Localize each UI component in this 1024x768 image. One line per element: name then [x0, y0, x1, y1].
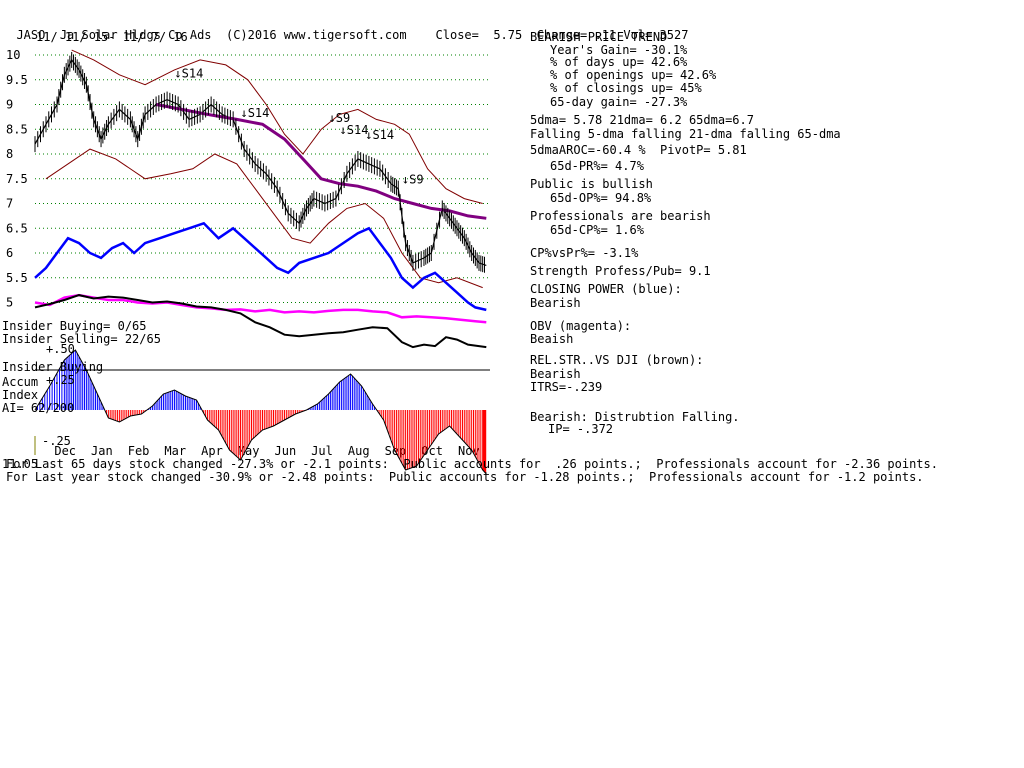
accum-plus-25: +.25: [46, 373, 75, 387]
chart-series: [34, 49, 487, 349]
accum-plus-50: +.50: [46, 342, 75, 356]
y-tick-9.5: 9.5: [6, 73, 28, 87]
obv-state: Beaish: [530, 332, 574, 346]
ip-value: IP= -.372: [548, 422, 614, 436]
relstr-state: Bearish: [530, 367, 581, 381]
x-tick-oct: Oct: [421, 444, 443, 458]
professionals-status: Professionals are bearish: [530, 209, 711, 223]
insider-selling-count: Insider Selling= 22/65: [2, 332, 161, 346]
relstr-label: REL.STR..VS DJI (brown):: [530, 353, 704, 367]
signal-label-3: ↓S9: [329, 111, 351, 125]
footer-year: For Last year stock changed -30.9% or -2…: [6, 470, 924, 484]
y-tick-8.5: 8.5: [6, 122, 28, 136]
copyright: (C)2016 www.tigersoft.com: [225, 28, 407, 42]
closing-power-state: Bearish: [530, 296, 581, 310]
volume-value: Vol= 3527: [623, 28, 689, 42]
ai-value: AI= 62/200: [2, 401, 75, 415]
x-tick-dec: Dec: [54, 444, 76, 458]
year-gain: Year's Gain= -30.1%: [550, 43, 688, 57]
ticker: JASO: [16, 28, 46, 42]
y-tick-6.5: 6.5: [6, 221, 28, 235]
signal-arrows: ↓S14↓S14 ↓S9↓S14↓S14↓S9: [174, 66, 423, 186]
days-up: % of days up= 42.6%: [550, 55, 688, 69]
x-tick-jun: Jun: [275, 444, 297, 458]
cp-percent: 65d-CP%= 1.6%: [550, 223, 644, 237]
y-tick-labels: 10 9.5 9 8.5 8 7.5 7 6.5 6 5.5 5: [6, 48, 28, 310]
y-tick-6: 6: [6, 246, 13, 260]
x-tick-feb: Feb: [128, 444, 150, 458]
accumulation-histogram: [34, 349, 487, 475]
insider-buying-count: Insider Buying= 0/65: [2, 319, 147, 333]
series-obv: [34, 293, 487, 324]
signal-label-5: ↓S14: [365, 128, 394, 142]
y-tick-9: 9: [6, 98, 13, 112]
index-label: Index: [2, 388, 39, 402]
series-upper-band: [71, 49, 483, 204]
y-tick-7.5: 7.5: [6, 172, 28, 186]
x-tick-apr: Apr: [201, 444, 223, 458]
date-range: 11/ 11/ 15- 11/ 7/ 16: [36, 30, 188, 44]
series-closing-power: [34, 221, 487, 312]
public-status: Public is bullish: [530, 177, 653, 191]
change-value: Change= .11: [536, 28, 617, 42]
series-lower-band: [45, 148, 483, 289]
x-tick-labels: Dec Jan Feb Mar Apr May Jun Jul Aug Sep Oct Nov: [54, 444, 479, 458]
chart-header: JASO Ja Solar Hldgs Co Ads (C)2016 www.t…: [2, 16, 688, 42]
insider-buying-label: Insider Buying: [2, 360, 104, 374]
footer-overlay: 11.05: [2, 457, 39, 471]
y-tick-5.5: 5.5: [6, 271, 28, 285]
gain-65-day: 65-day gain= -27.3%: [550, 95, 688, 109]
x-tick-jul: Jul: [311, 444, 333, 458]
pr-percent: 65d-PR%= 4.7%: [550, 159, 644, 173]
y-tick-7: 7: [6, 197, 13, 211]
series-65dma: [155, 103, 487, 220]
aroc-pivot: 5dmaAROC=-60.4 % PivotP= 5.81: [530, 143, 747, 157]
price-grid: [34, 54, 490, 455]
footer-65-day: For Last 65 days stock changed -27.3% or…: [6, 457, 938, 471]
signal-label-6: ↓S9: [402, 173, 424, 187]
op-percent: 65d-OP%= 94.8%: [550, 191, 652, 205]
x-tick-aug: Aug: [348, 444, 370, 458]
dma-values: 5dma= 5.78 21dma= 6.2 65dma=6.7: [530, 113, 754, 127]
cp-vs-pr: CP%vsPr%= -3.1%: [530, 246, 639, 260]
obv-label: OBV (magenta):: [530, 319, 632, 333]
signal-label-4: ↓S14: [340, 123, 369, 137]
strength-ratio: Strength Profess/Pub= 9.1: [530, 264, 711, 278]
x-tick-mar: Mar: [164, 444, 186, 458]
series-accumulation-index: [34, 349, 487, 475]
y-tick-8: 8: [6, 147, 13, 161]
accum-minus-25: -.25: [42, 434, 71, 448]
y-tick-5: 5: [6, 296, 13, 310]
company-name: Ja Solar Hldgs Co Ads: [59, 28, 212, 42]
x-tick-jan: Jan: [91, 444, 113, 458]
closings-up: % of closings up= 45%: [550, 81, 702, 95]
series-rel-str: [34, 294, 487, 349]
signal-label-1: ↓S14: [174, 66, 203, 80]
y-tick-10: 10: [6, 48, 20, 62]
openings-up: % of openings up= 42.6%: [550, 68, 717, 82]
signal-label-2: ↓S14: [240, 106, 269, 120]
closing-power-label: CLOSING POWER (blue):: [530, 282, 682, 296]
trend-label: BEARISH PRICE TREND: [530, 30, 668, 44]
accum-label: Accum: [2, 375, 39, 389]
itrs-value: ITRS=-.239: [530, 380, 603, 394]
distribution-status: Bearish: Distrubtion Falling.: [530, 410, 740, 424]
close-value: Close= 5.75: [435, 28, 523, 42]
x-tick-nov: Nov: [458, 444, 480, 458]
falling-dma: Falling 5-dma falling 21-dma falling 65-…: [530, 127, 841, 141]
